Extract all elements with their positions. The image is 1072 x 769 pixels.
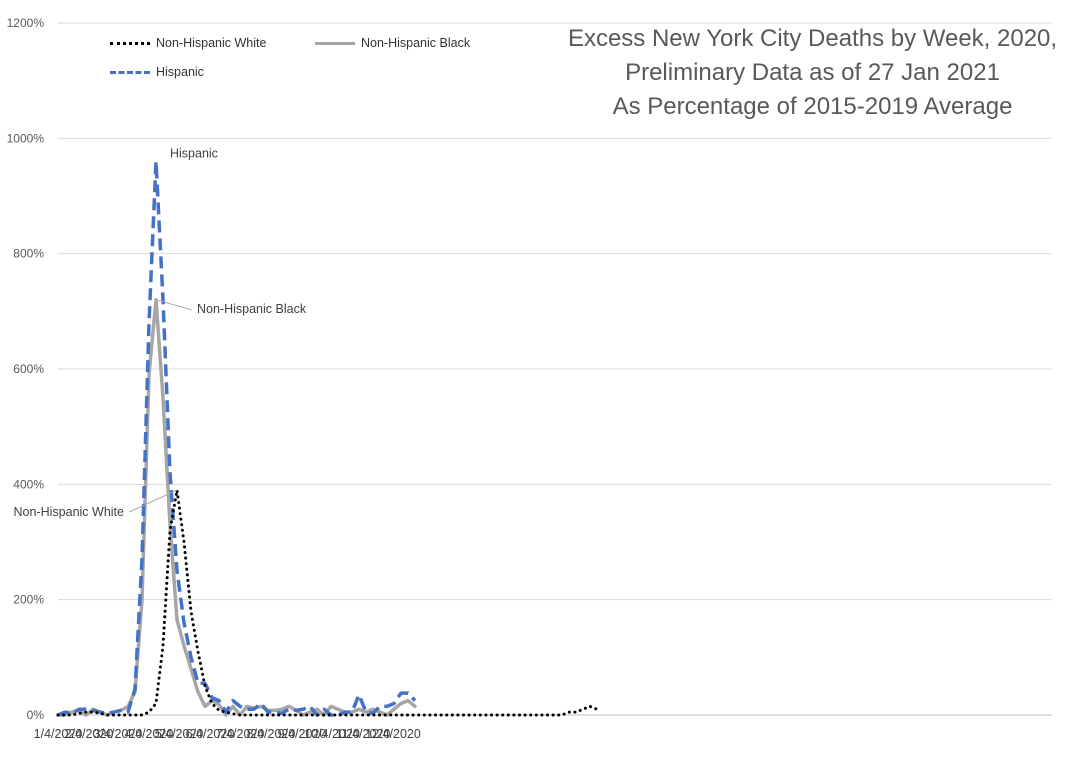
- x-tick-label: 12/4/2020: [365, 727, 421, 741]
- legend-label-non-hispanic-white: Non-Hispanic White: [156, 36, 267, 50]
- legend-swatch-non-hispanic-black: [315, 41, 355, 45]
- chart-title-line-2: Preliminary Data as of 27 Jan 2021: [625, 59, 1000, 86]
- x-axis-tick-labels: 1/4/20202/4/20203/4/20204/4/20205/4/2020…: [34, 727, 421, 741]
- series-lines: [56, 159, 599, 717]
- x-tick-label: 7/4/2020: [216, 727, 265, 741]
- annotation-leader-non-hispanic-white: [128, 489, 178, 513]
- chart-title-line-3: As Percentage of 2015-2019 Average: [612, 93, 1013, 120]
- x-tick-label: 9/4/2020: [278, 727, 327, 741]
- legend-item-hispanic: Hispanic: [110, 65, 204, 79]
- x-tick-label: 4/4/2020: [125, 727, 174, 741]
- gridlines: [58, 22, 1052, 716]
- legend-label-hispanic: Hispanic: [156, 65, 204, 79]
- annotation-leader-non-hispanic-black: [155, 299, 193, 311]
- x-tick-label: 5/4/2020: [155, 727, 204, 741]
- annotations: Hispanic Non-Hispanic Black Non-Hispanic W…: [14, 146, 307, 519]
- y-tick-label: 1000%: [7, 131, 45, 145]
- y-tick-label: 200%: [13, 593, 44, 607]
- legend-swatch-non-hispanic-white: [110, 41, 150, 45]
- x-tick-label: 11/4/2020: [336, 727, 391, 741]
- annotation-hispanic: Hispanic: [170, 146, 218, 160]
- y-tick-label: 1200%: [7, 16, 45, 30]
- y-tick-label: 600%: [13, 362, 44, 376]
- y-axis-tick-labels: 0% 200% 400% 600% 800% 1000% 1200%: [7, 16, 45, 722]
- legend-item-non-hispanic-white: Non-Hispanic White: [110, 36, 266, 50]
- y-tick-label: 400%: [13, 477, 44, 491]
- y-tick-label: 0%: [27, 708, 45, 722]
- annotation-non-hispanic-black: Non-Hispanic Black: [197, 302, 307, 316]
- annotation-non-hispanic-white: Non-Hispanic White: [14, 505, 125, 519]
- y-tick-label: 800%: [13, 247, 44, 261]
- series-line-non-hispanic-white: [56, 488, 599, 717]
- x-tick-label: 10/4/2020: [304, 727, 360, 741]
- legend-item-non-hispanic-black: Non-Hispanic Black: [315, 36, 470, 50]
- legend-swatch-hispanic: [110, 70, 150, 74]
- x-tick-label: 1/4/2020: [34, 727, 83, 741]
- legend-label-non-hispanic-black: Non-Hispanic Black: [361, 36, 471, 50]
- x-tick-label: 3/4/2020: [94, 727, 143, 741]
- x-tick-label: 6/4/2020: [186, 727, 235, 741]
- chart-title-line-1: Excess New York City Deaths by Week, 202…: [567, 25, 1058, 52]
- series-line-hispanic: [57, 159, 417, 717]
- chart-title: Excess New York City Deaths by Week, 202…: [520, 22, 1072, 124]
- x-tick-label: 8/4/2020: [247, 727, 296, 741]
- x-tick-label: 2/4/2020: [65, 727, 114, 741]
